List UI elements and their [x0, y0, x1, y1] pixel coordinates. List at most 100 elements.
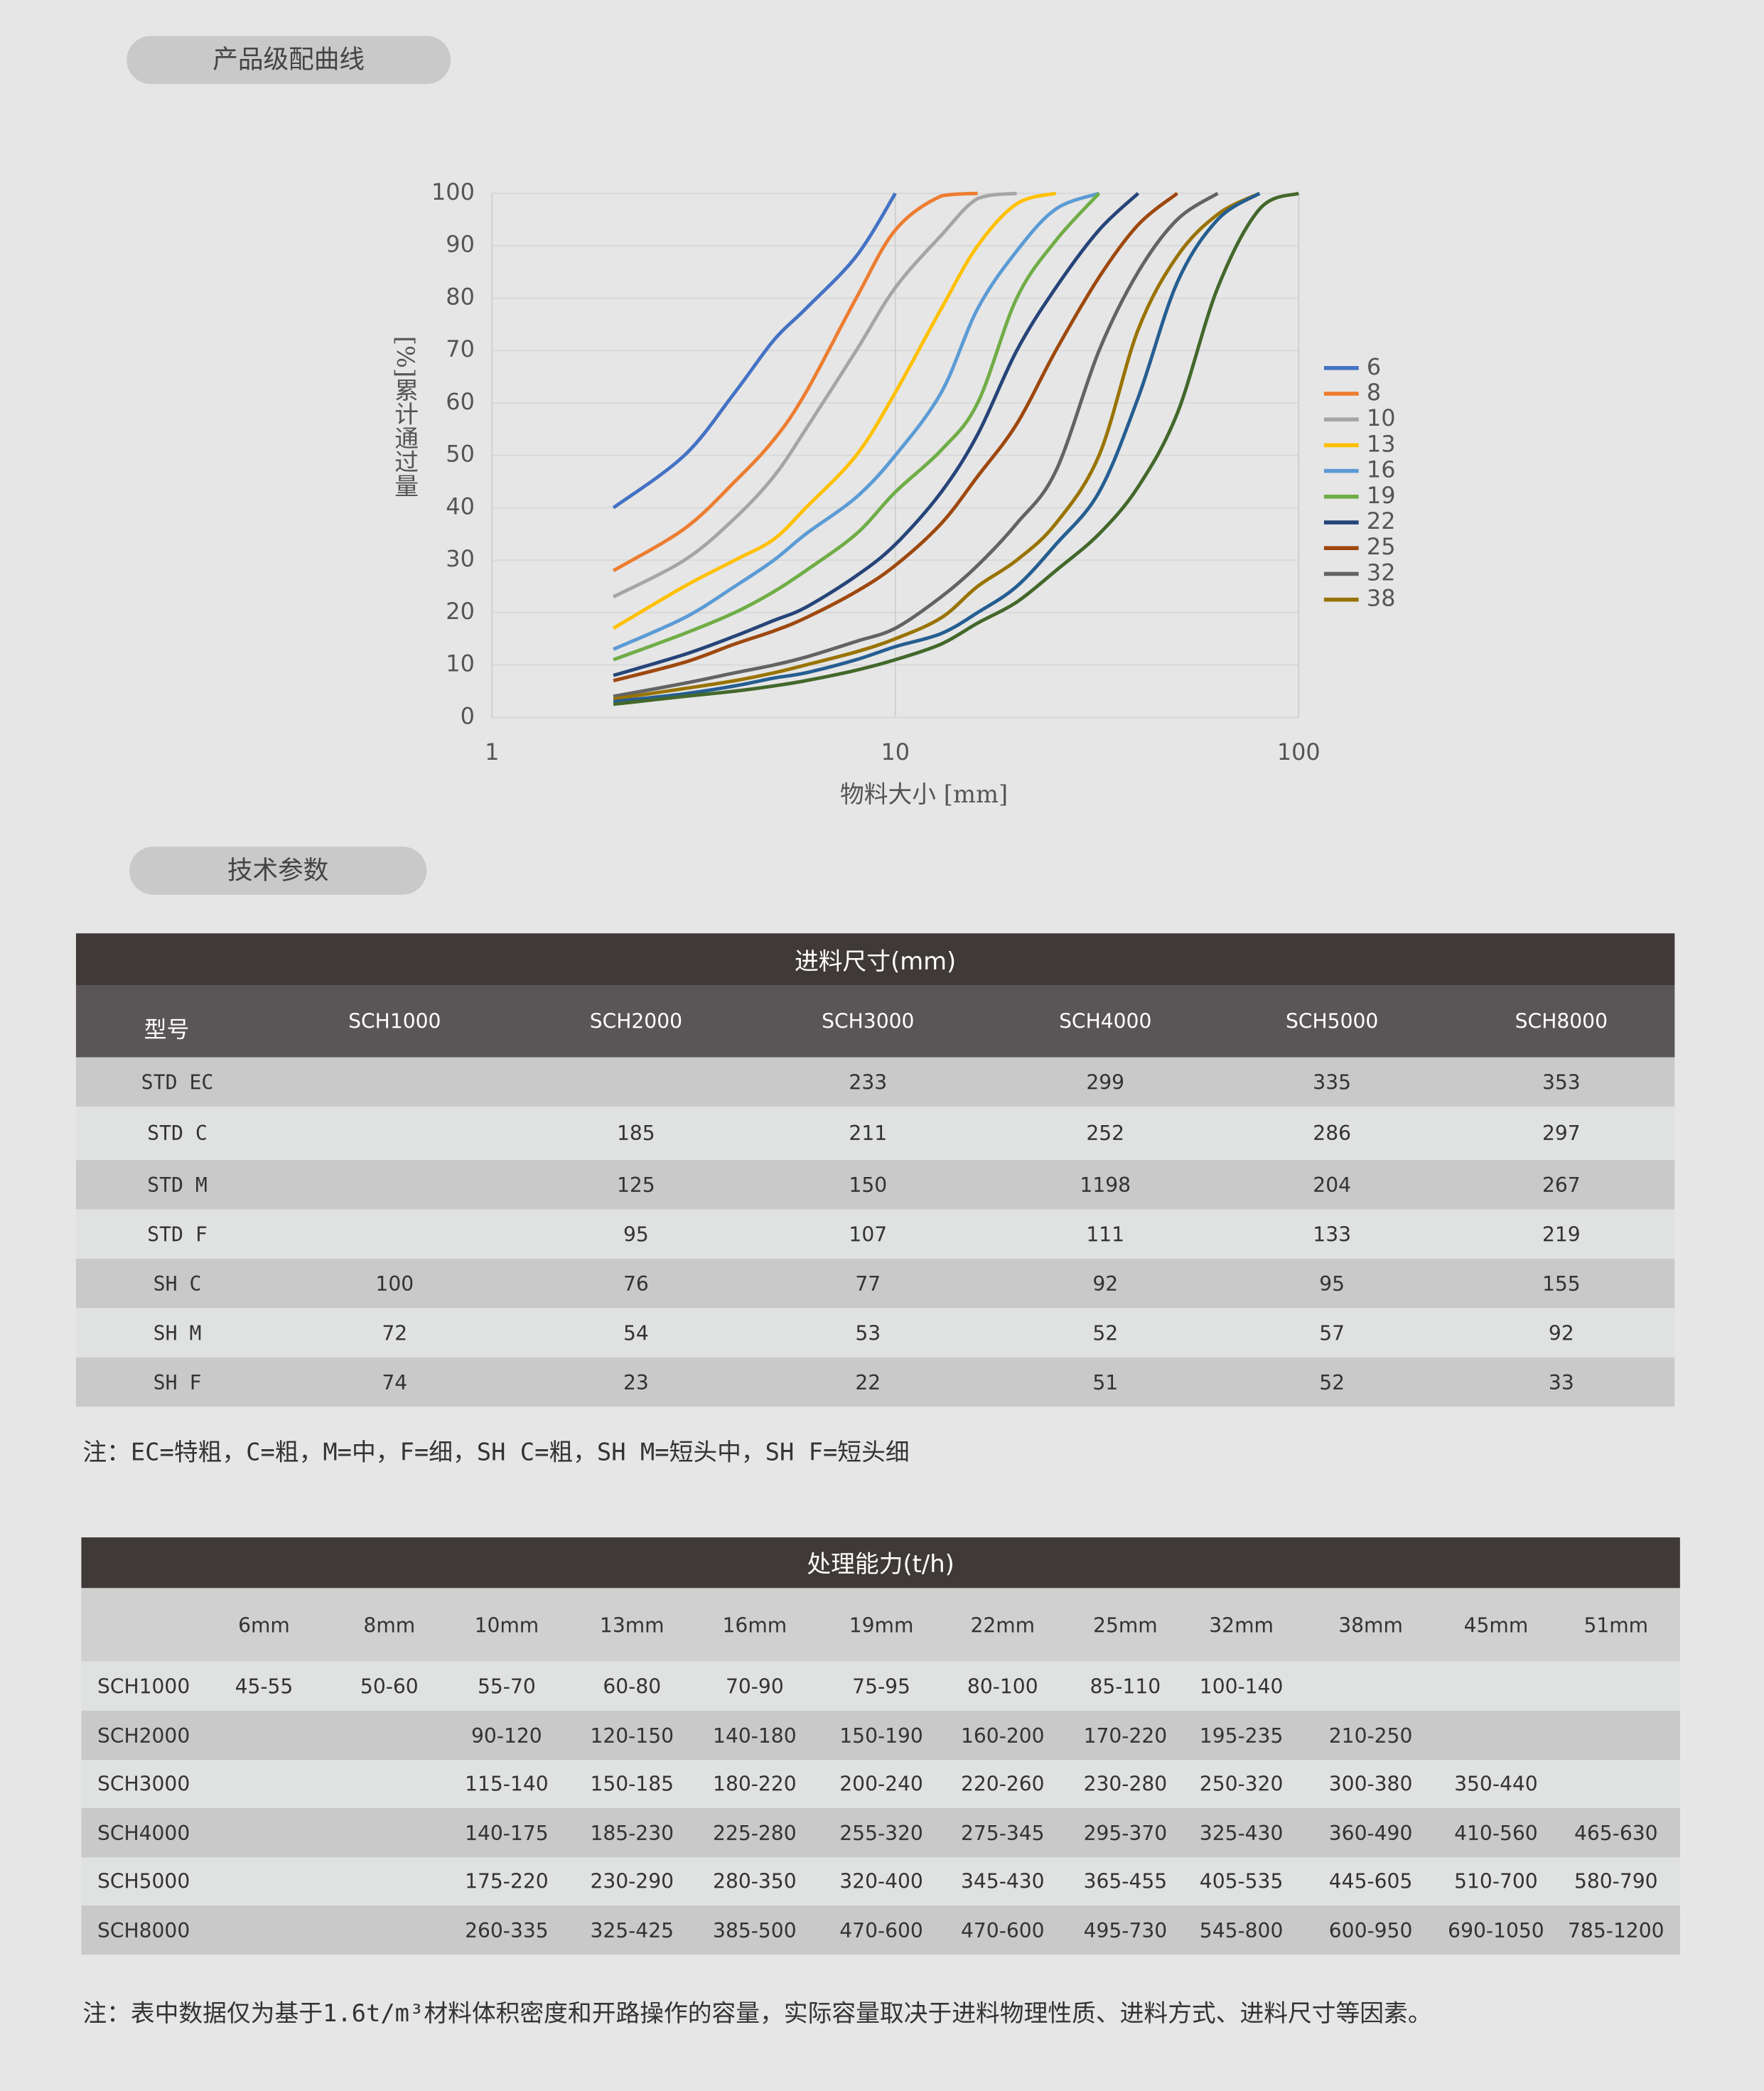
table-cell: 53	[855, 1321, 881, 1345]
table-cell: 465-630	[1574, 1820, 1658, 1845]
table-cell: 470-600	[960, 1918, 1045, 1942]
header-cell: 13mm	[599, 1613, 665, 1637]
table-cell: 150-185	[590, 1772, 674, 1797]
table-cell: 185	[616, 1121, 655, 1146]
table-cell: 600-950	[1328, 1918, 1413, 1942]
table-cell: 92	[1548, 1321, 1574, 1345]
header-cell: 25mm	[1093, 1613, 1158, 1637]
table-cell: 55-70	[478, 1674, 536, 1699]
table-cell: 252	[1086, 1121, 1125, 1146]
table-cell: 300-380	[1328, 1772, 1413, 1797]
table-cell: 150	[849, 1172, 888, 1197]
table-cell: 52	[1319, 1370, 1345, 1394]
y-tick-label: 20	[446, 598, 475, 625]
table-cell: STD F	[147, 1222, 208, 1247]
header-cell: SCH4000	[1059, 1009, 1152, 1033]
table-cell: 195-235	[1199, 1723, 1284, 1748]
header-cell: SCH3000	[822, 1009, 915, 1033]
table-cell: SCH2000	[97, 1723, 190, 1748]
x-tick-label: 100	[1277, 738, 1321, 765]
series-line	[613, 192, 1178, 683]
y-axis-label: [%]累计通过量	[390, 335, 419, 498]
table-cell: 111	[1086, 1222, 1125, 1247]
table-cell: 325-425	[590, 1918, 674, 1942]
row-band	[75, 1308, 1675, 1358]
table-cell: 286	[1313, 1121, 1352, 1146]
section-title: 产品级配曲线	[127, 36, 451, 85]
table-cell: 211	[849, 1121, 888, 1146]
table-cell: 445-605	[1328, 1869, 1413, 1893]
table-cell: 297	[1542, 1121, 1581, 1146]
table-cell: 690-1050	[1448, 1918, 1544, 1942]
table-cell: 510-700	[1454, 1869, 1538, 1893]
table-cell: SCH1000	[97, 1674, 190, 1699]
table-cell: 470-600	[839, 1918, 923, 1942]
table-cell: 350-440	[1454, 1772, 1538, 1797]
table-cell: 100-140	[1199, 1674, 1284, 1699]
x-tick-label: 1	[485, 738, 499, 765]
series-line	[613, 192, 1101, 662]
y-tick-label: 0	[461, 702, 475, 729]
legend-label: 10	[1367, 404, 1396, 431]
table-cell: 785-1200	[1568, 1918, 1664, 1942]
series-line	[613, 191, 1100, 651]
series-line	[612, 191, 1057, 630]
y-tick-label: 40	[446, 493, 475, 520]
table-cell: 100	[375, 1271, 414, 1296]
table-cell: 160-200	[960, 1723, 1045, 1748]
table-cell: 140-175	[465, 1820, 549, 1845]
table-cell: 299	[1086, 1070, 1125, 1095]
table-cell: 200-240	[839, 1772, 923, 1797]
table-cell: 115-140	[465, 1772, 549, 1797]
table-cell: 74	[382, 1370, 408, 1394]
table-cell: 580-790	[1574, 1869, 1658, 1893]
y-tick-label: 80	[446, 283, 475, 310]
table-cell: 133	[1313, 1222, 1352, 1247]
table-cell: 280-350	[713, 1869, 797, 1893]
row-band	[81, 1905, 1680, 1955]
table-cell: 140-180	[713, 1723, 797, 1748]
table-cell: 204	[1313, 1172, 1352, 1197]
table-cell: 230-290	[590, 1869, 674, 1893]
table-cell: 260-335	[465, 1918, 549, 1942]
table-cell: 320-400	[839, 1869, 923, 1893]
header-cell: 19mm	[849, 1613, 914, 1637]
header-cell: 51mm	[1583, 1613, 1649, 1637]
table-title: 处理能力(t/h)	[81, 1537, 1680, 1589]
header-cell: 22mm	[970, 1613, 1036, 1637]
table-cell: 353	[1542, 1070, 1581, 1095]
table-cell: 385-500	[713, 1918, 797, 1942]
table-cell: 107	[849, 1222, 888, 1247]
table-cell: 54	[623, 1321, 649, 1345]
table-cell: SH M	[153, 1321, 202, 1345]
row-band	[75, 1057, 1675, 1107]
legend-label: 8	[1367, 379, 1381, 406]
row-band	[75, 1209, 1675, 1259]
header-cell: 16mm	[722, 1613, 787, 1637]
table-cell: 45-55	[235, 1674, 294, 1699]
header-cell: 8mm	[363, 1613, 416, 1637]
table-cell: 267	[1542, 1172, 1581, 1197]
y-tick-label: 50	[446, 441, 475, 468]
table-cell: 80-100	[967, 1674, 1038, 1699]
table-cell: 77	[855, 1271, 881, 1296]
table-cell: 295-370	[1083, 1820, 1168, 1845]
table-cell: SCH5000	[97, 1869, 190, 1893]
legend-label: 13	[1367, 430, 1396, 457]
header-band	[75, 985, 1675, 1058]
legend-label: 16	[1367, 456, 1396, 483]
header-cell: 型号	[144, 1016, 190, 1044]
legend-label: 32	[1367, 559, 1396, 586]
series-line	[613, 192, 1140, 677]
table-cell: 90-120	[471, 1723, 542, 1748]
header-cell: 45mm	[1463, 1613, 1529, 1637]
table-cell: 365-455	[1083, 1869, 1168, 1893]
table-cell: 335	[1313, 1070, 1352, 1095]
table-cell: 85-110	[1090, 1674, 1161, 1699]
table-cell: SCH3000	[97, 1772, 190, 1797]
series-line	[613, 191, 1219, 699]
table-cell: 170-220	[1083, 1723, 1168, 1748]
series-line	[613, 191, 1300, 706]
